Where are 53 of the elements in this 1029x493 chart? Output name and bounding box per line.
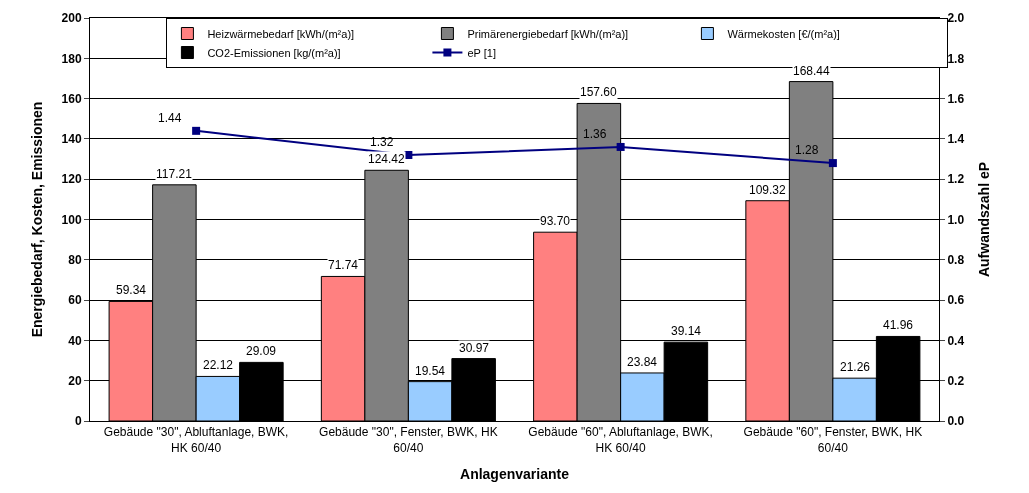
data-label: 157.60 bbox=[580, 85, 618, 99]
x-tick-label: Gebäude "30", Fenster, BWK, HK 60/40 bbox=[319, 425, 498, 455]
y-tick-label: 80 bbox=[68, 253, 82, 267]
data-label: 168.44 bbox=[793, 64, 831, 78]
y-tick-label: 100 bbox=[61, 212, 82, 227]
data-label: 30.97 bbox=[459, 341, 490, 355]
legend-label: CO2-Emissionen [kg/(m²a)] bbox=[207, 46, 341, 59]
data-label: 1.36 bbox=[583, 127, 607, 141]
data-label: 29.09 bbox=[246, 344, 277, 358]
y-tick-label: 60 bbox=[68, 293, 82, 308]
y2-tick-label: 0.6 bbox=[947, 293, 965, 308]
y-tick-label: 0 bbox=[74, 414, 82, 429]
y2-tick-label: 2.0 bbox=[947, 11, 965, 26]
y-axis-title: Energiebedarf, Kosten, Emissionen bbox=[29, 101, 46, 338]
y2-tick-label: 0.0 bbox=[947, 414, 965, 429]
data-label: 124.42 bbox=[368, 152, 406, 166]
y2-tick-label: 0.8 bbox=[947, 253, 965, 267]
x-axis-title: Anlagenvariante bbox=[460, 466, 570, 483]
y2-axis-title: Aufwandszahl eP bbox=[975, 161, 992, 278]
data-label: 93.70 bbox=[540, 214, 571, 228]
y-tick-label: 180 bbox=[61, 51, 82, 66]
y-tick-label: 140 bbox=[61, 132, 82, 147]
y2-tick-label: 0.2 bbox=[947, 373, 965, 388]
x-tick-label: Gebäude "30", Abluftanlage, BWK, HK 60/40 bbox=[103, 425, 289, 455]
data-label: 109.32 bbox=[749, 183, 787, 197]
data-label: 23.84 bbox=[627, 355, 658, 369]
y-tick-label: 160 bbox=[61, 91, 82, 106]
y2-tick-label: 1.0 bbox=[947, 212, 965, 227]
y-tick-label: 200 bbox=[61, 11, 82, 26]
data-label: 1.44 bbox=[158, 111, 182, 125]
x-tick-label: Gebäude "60", Fenster, BWK, HK 60/40 bbox=[743, 425, 923, 455]
data-label: 41.96 bbox=[883, 318, 914, 332]
data-label: 22.12 bbox=[203, 358, 234, 372]
y2-tick-label: 1.2 bbox=[947, 172, 965, 187]
y-tick-label: 120 bbox=[61, 172, 82, 187]
data-label: 1.28 bbox=[795, 143, 819, 157]
data-label: 59.34 bbox=[116, 283, 147, 297]
y2-tick-label: 0.4 bbox=[947, 333, 965, 348]
data-label: 117.21 bbox=[156, 167, 193, 181]
data-label: 39.14 bbox=[671, 324, 702, 338]
data-label: 21.26 bbox=[840, 360, 871, 374]
y2-tick-label: 1.8 bbox=[947, 51, 965, 66]
y2-tick-label: 1.6 bbox=[947, 91, 965, 106]
legend-label: Wärmekosten [€/(m²a)] bbox=[727, 27, 840, 40]
legend-label: Primärenergiebedarf [kWh/(m²a)] bbox=[467, 27, 629, 40]
legend-label: Heizwärmebedarf [kWh/(m²a)] bbox=[207, 27, 355, 40]
y2-tick-label: 1.4 bbox=[947, 132, 965, 147]
x-tick-label: Gebäude "60", Abluftanlage, BWK, HK 60/40 bbox=[528, 425, 713, 455]
data-label: 19.54 bbox=[415, 364, 446, 378]
legend-label: eP [1] bbox=[467, 46, 496, 59]
y-tick-label: 20 bbox=[68, 373, 82, 388]
y-tick-label: 40 bbox=[68, 333, 82, 348]
data-label: 71.74 bbox=[328, 258, 359, 272]
